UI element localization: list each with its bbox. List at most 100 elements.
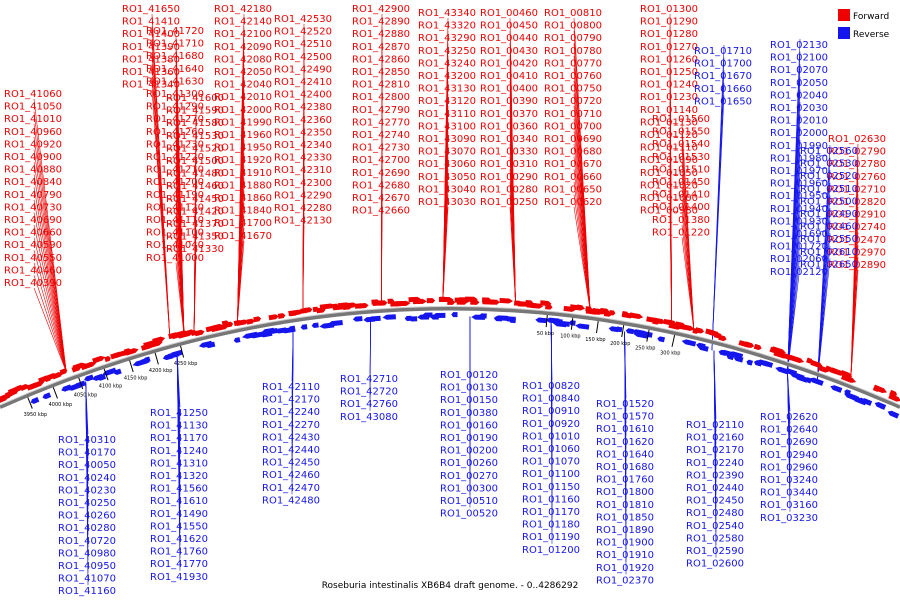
- forward-gene-label: RO1_42000: [214, 105, 272, 116]
- forward-gene-label: RO1_01000: [640, 193, 698, 204]
- forward-gene: [378, 300, 388, 306]
- forward-gene-label: RO1_40900: [4, 152, 62, 163]
- forward-gene-label: RO1_41210: [146, 165, 204, 176]
- scale-tick: [646, 329, 650, 342]
- reverse-gene: [614, 326, 623, 333]
- reverse-connector: [85, 381, 89, 586]
- forward-gene-label: RO1_41720: [146, 26, 204, 37]
- reverse-gene-label: RO1_02940: [760, 450, 818, 461]
- forward-gene-label: RO1_01380: [652, 215, 710, 226]
- reverse-gene: [879, 403, 887, 410]
- reverse-gene-label: RO1_01060: [522, 444, 580, 455]
- forward-gene-label: RO1_42870: [352, 42, 410, 53]
- reverse-gene-label: RO1_02620: [760, 412, 818, 423]
- forward-connector: [33, 187, 67, 372]
- scale-tick: [103, 368, 109, 381]
- forward-gene-label: RO1_01400: [652, 202, 710, 213]
- reverse-gene-label: RO1_42710: [340, 374, 398, 385]
- forward-gene-label: RO1_42090: [214, 42, 272, 53]
- reverse-gene-label: RO1_41070: [58, 574, 116, 585]
- reverse-connector: [624, 331, 627, 575]
- reverse-gene-label: RO1_00820: [522, 381, 580, 392]
- forward-gene-label: RO1_42770: [352, 117, 410, 128]
- reverse-gene-label: RO1_01650: [694, 96, 752, 107]
- forward-connector: [573, 194, 591, 311]
- forward-gene-label: RO1_41640: [146, 64, 204, 75]
- forward-gene-label: RO1_42330: [274, 153, 332, 164]
- scale-tick-label: 4000 kbp: [49, 402, 73, 408]
- forward-gene-label: RO1_42680: [352, 180, 410, 191]
- reverse-gene-label: RO1_02530: [800, 159, 858, 170]
- forward-gene-label: RO1_00360: [480, 121, 538, 132]
- forward-gene: [253, 316, 262, 323]
- reverse-gene-label: RO1_01720: [770, 242, 828, 253]
- forward-gene-label: RO1_42360: [274, 115, 332, 126]
- reverse-gene: [697, 345, 709, 352]
- forward-gene-label: RO1_00650: [544, 184, 602, 195]
- forward-gene-label: RO1_42290: [274, 190, 332, 201]
- forward-gene-label: RO1_02790: [828, 147, 886, 158]
- reverse-gene-label: RO1_41310: [150, 458, 208, 469]
- forward-gene-label: RO1_41360: [122, 67, 180, 78]
- forward-gene-label: RO1_40840: [4, 177, 62, 188]
- reverse-gene-label: RO1_42450: [262, 458, 320, 469]
- reverse-gene: [432, 312, 446, 319]
- forward-gene-label: RO1_00810: [544, 8, 602, 19]
- forward-gene-label: RO1_41450: [166, 194, 224, 205]
- forward-gene-label: RO1_41190: [146, 190, 204, 201]
- reverse-gene: [746, 359, 754, 366]
- forward-gene: [753, 343, 762, 351]
- reverse-gene-label: RO1_02100: [770, 53, 828, 64]
- forward-gene-label: RO1_01560: [652, 114, 710, 125]
- forward-gene-label: RO1_42490: [274, 64, 332, 75]
- connector-lines: [33, 13, 859, 586]
- reverse-gene-label: RO1_00150: [440, 395, 498, 406]
- reverse-gene-label: RO1_00160: [440, 420, 498, 431]
- forward-gene-label: RO1_43120: [418, 96, 476, 107]
- forward-gene-label: RO1_41500: [166, 156, 224, 167]
- forward-gene-label: RO1_41920: [214, 155, 272, 166]
- forward-gene-label: RO1_41990: [214, 117, 272, 128]
- forward-gene-label: RO1_42100: [214, 29, 272, 40]
- scale-tick-label: 250 kbp: [635, 346, 655, 352]
- forward-gene-label: RO1_01220: [652, 227, 710, 238]
- forward-gene: [447, 299, 456, 305]
- forward-gene-label: RO1_41380: [122, 54, 180, 65]
- reverse-gene-label: RO1_02510: [800, 184, 858, 195]
- reverse-gene-label: RO1_42470: [262, 483, 320, 494]
- reverse-gene-label: RO1_41490: [150, 509, 208, 520]
- forward-gene-label: RO1_42850: [352, 67, 410, 78]
- forward-gene: [490, 299, 500, 305]
- reverse-gene-label: RO1_01010: [522, 431, 580, 442]
- genome-backbone: [0, 306, 900, 409]
- forward-gene-label: RO1_41630: [146, 76, 204, 87]
- reverse-gene-label: RO1_01610: [596, 424, 654, 435]
- forward-gene-label: RO1_01050: [640, 168, 698, 179]
- forward-gene-label: RO1_00430: [480, 46, 538, 57]
- forward-gene: [679, 323, 695, 331]
- reverse-gene-label: RO1_00840: [522, 394, 580, 405]
- scale-tick: [671, 334, 676, 347]
- reverse-gene: [638, 331, 653, 338]
- reverse-gene: [327, 319, 343, 327]
- forward-gene-label: RO1_01530: [652, 152, 710, 163]
- map-caption: Roseburia intestinalis XB6B4 draft genom…: [322, 581, 579, 591]
- gene-labels: RO1_41650RO1_41410RO1_41400RO1_41390RO1_…: [4, 4, 886, 597]
- reverse-gene-label: RO1_01970: [770, 166, 828, 177]
- forward-gene-label: RO1_42670: [352, 193, 410, 204]
- reverse-gene-label: RO1_41560: [150, 484, 208, 495]
- forward-gene-label: RO1_00770: [544, 58, 602, 69]
- reverse-gene-label: RO1_02170: [686, 445, 744, 456]
- scale-tick-label: 300 kbp: [660, 351, 680, 357]
- reverse-gene-label: RO1_01660: [694, 84, 752, 95]
- reverse-gene-label: RO1_02070: [770, 65, 828, 76]
- legend-forward-label: Forward: [853, 12, 889, 22]
- reverse-gene-label: RO1_01920: [596, 563, 654, 574]
- forward-connector: [509, 206, 516, 303]
- forward-gene: [147, 340, 163, 349]
- forward-gene-label: RO1_41600: [166, 93, 224, 104]
- forward-gene-label: RO1_40660: [4, 228, 62, 239]
- reverse-gene-label: RO1_02120: [770, 267, 828, 278]
- forward-gene-label: RO1_00660: [544, 172, 602, 183]
- reverse-gene-label: RO1_41760: [150, 547, 208, 558]
